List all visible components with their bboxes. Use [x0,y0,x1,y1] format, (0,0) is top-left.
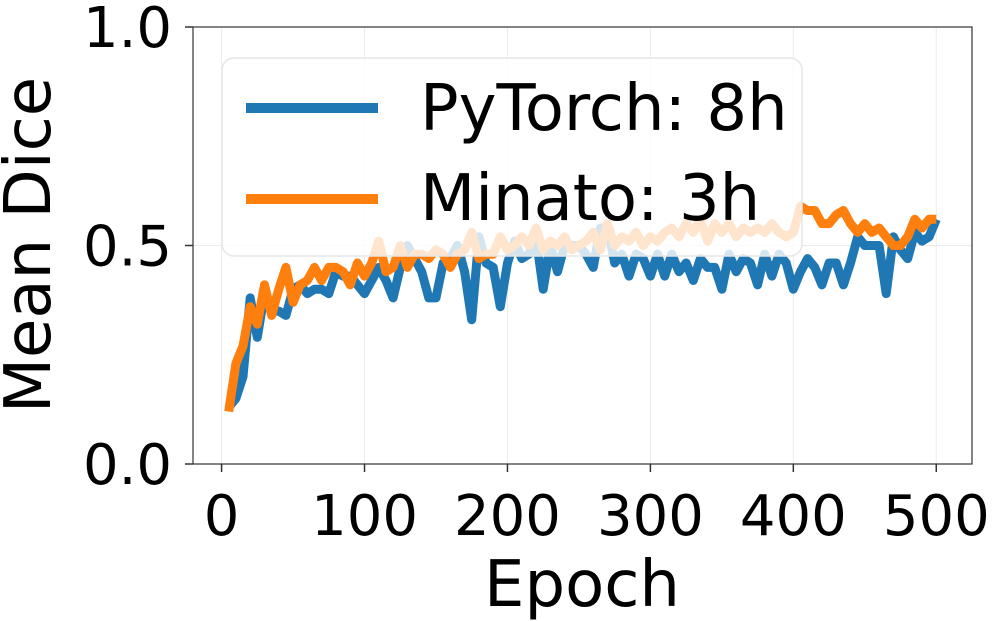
legend: PyTorch: 8h Minato: 3h [221,57,803,257]
x-tick-label: 500 [883,484,990,549]
x-tick-label: 0 [204,484,240,549]
x-axis-ticks: 0 100 200 300 400 500 [204,464,990,549]
y-axis-title: Mean Dice [0,77,66,413]
x-axis-title: Epoch [484,548,680,621]
y-axis-ticks: 0.0 0.5 1.0 [83,0,193,498]
x-tick-label: 200 [454,484,561,549]
y-tick-label: 0.0 [83,433,172,498]
x-tick-label: 100 [311,484,418,549]
y-tick-label: 0.5 [83,215,172,280]
x-tick-label: 400 [740,484,847,549]
y-tick-label: 1.0 [83,0,172,61]
legend-label-pytorch: PyTorch: 8h [420,72,788,146]
x-tick-label: 300 [597,484,704,549]
legend-label-minato: Minato: 3h [420,162,760,236]
